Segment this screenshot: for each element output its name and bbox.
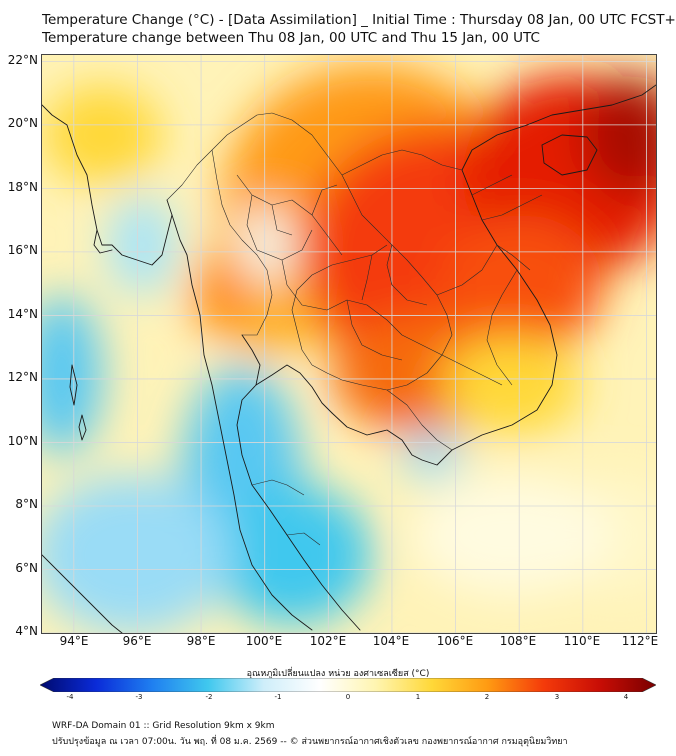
colorbar-tick: -3 [135,693,143,701]
lon-tick: 100°E [245,634,283,648]
lon-tick: 112°E [621,634,659,648]
lat-tick: 22°N [7,53,38,67]
colorbar-tick: 4 [623,693,629,701]
colorbar [40,678,656,692]
colorbar-tick: -4 [66,693,74,701]
colorbar-tick: 0 [345,693,351,701]
lon-tick: 106°E [436,634,474,648]
lon-tick: 108°E [499,634,537,648]
lon-tick: 98°E [186,634,216,648]
lat-tick: 4°N [15,624,38,638]
lon-tick: 110°E [563,634,601,648]
colorbar-tick: -2 [205,693,213,701]
colorbar-tick: 1 [415,693,421,701]
lat-tick: 10°N [7,434,38,448]
colorbar-tick: 3 [554,693,560,701]
colorbar-title: อุณหภูมิเปลี่ยนแปลง หน่วย องศาเซลเซียส (… [246,669,430,679]
lon-tick: 104°E [372,634,410,648]
lon-tick: 96°E [122,634,152,648]
lat-tick: 14°N [7,307,38,321]
map-title: Temperature Change (°C) - [Data Assimila… [42,12,676,28]
lat-tick: 8°N [15,497,38,511]
temperature-map [42,55,656,633]
lon-tick: 102°E [309,634,347,648]
map-area[interactable] [41,54,657,634]
lat-tick: 16°N [7,243,38,257]
lon-tick: 94°E [59,634,89,648]
model-info: WRF-DA Domain 01 :: Grid Resolution 9km … [52,721,275,731]
lat-tick: 18°N [7,180,38,194]
lat-tick: 12°N [7,370,38,384]
lat-tick: 6°N [15,561,38,575]
update-credit: ปรับปรุงข้อมูล ณ เวลา 07:00น. วัน พฤ. ที… [52,737,568,747]
map-subtitle: Temperature change between Thu 08 Jan, 0… [42,30,540,46]
lat-tick: 20°N [7,116,38,130]
colorbar-tick: 2 [484,693,490,701]
colorbar-tick: -1 [274,693,282,701]
